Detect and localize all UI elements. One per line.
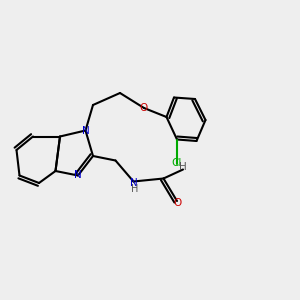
Text: O: O bbox=[140, 103, 148, 113]
Text: O: O bbox=[173, 197, 181, 208]
Text: N: N bbox=[82, 125, 89, 136]
Text: H: H bbox=[131, 184, 139, 194]
Text: H: H bbox=[179, 161, 187, 172]
Text: N: N bbox=[74, 170, 82, 181]
Text: N: N bbox=[130, 178, 137, 188]
Text: Cl: Cl bbox=[172, 158, 182, 169]
